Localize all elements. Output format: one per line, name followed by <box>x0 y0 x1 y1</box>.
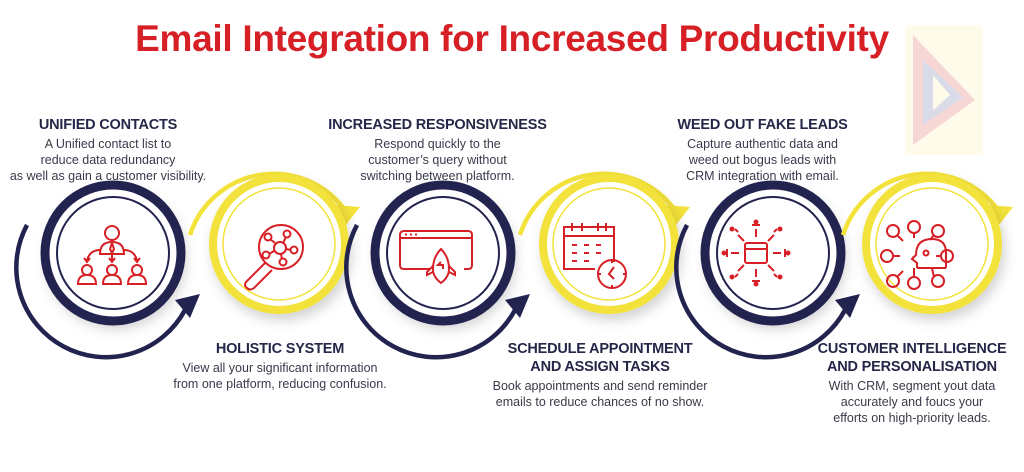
step-description: Book appointments and send reminder emai… <box>470 378 730 410</box>
page-title: Email Integration for Increased Producti… <box>135 18 889 59</box>
step-heading: UNIFIED CONTACTS <box>38 117 178 133</box>
step-increased-responsiveness: INCREASED RESPONSIVENESS Respond quickly… <box>305 116 570 184</box>
step-heading: SCHEDULE APPOINTMENT AND ASSIGN TASKS <box>470 340 730 376</box>
step-heading: HOLISTIC SYSTEM <box>215 341 345 357</box>
step-3-ring <box>344 180 530 360</box>
description-line: switching between platform. <box>360 169 515 183</box>
heading-line: CUSTOMER INTELLIGENCE <box>817 341 1007 357</box>
head-network-icon <box>880 220 954 290</box>
description-line: as well as gain a customer visibility. <box>9 169 207 183</box>
brand-logo-icon <box>905 25 983 155</box>
magnifier-network-icon <box>244 224 304 291</box>
description-line: customer’s query without <box>368 153 507 167</box>
step-schedule-appointment: SCHEDULE APPOINTMENT AND ASSIGN TASKS Bo… <box>470 340 730 410</box>
step-customer-intelligence: CUSTOMER INTELLIGENCE AND PERSONALISATIO… <box>800 340 1024 426</box>
description-line: Respond quickly to the <box>374 137 501 151</box>
step-heading: CUSTOMER INTELLIGENCE AND PERSONALISATIO… <box>800 340 1024 376</box>
step-description: A Unified contact list to reduce data re… <box>0 136 216 184</box>
step-weed-out-fake-leads: WEED OUT FAKE LEADS Capture authentic da… <box>630 116 895 184</box>
calendar-clock-icon <box>563 223 627 289</box>
step-4-ring <box>517 171 690 314</box>
description-line: emails to reduce chances of no show. <box>495 395 705 409</box>
description-line: View all your significant information <box>182 361 378 375</box>
step-description: View all your significant information fr… <box>150 360 410 392</box>
description-line: efforts on high-priority leads. <box>833 411 991 425</box>
step-5-ring <box>674 180 860 360</box>
window-distribution-icon <box>721 219 791 287</box>
step-1-ring <box>14 180 200 360</box>
hierarchy-people-icon <box>76 225 148 285</box>
description-line: Book appointments and send reminder <box>492 379 708 393</box>
heading-line: AND ASSIGN TASKS <box>530 359 670 375</box>
description-line: reduce data redundancy <box>40 153 176 167</box>
browser-rocket-icon <box>399 230 473 285</box>
step-2-ring <box>187 171 360 314</box>
step-heading: WEED OUT FAKE LEADS <box>677 117 848 133</box>
description-line: accurately and foucs your <box>840 395 984 409</box>
step-unified-contacts: UNIFIED CONTACTS A Unified contact list … <box>0 116 216 184</box>
heading-line: SCHEDULE APPOINTMENT <box>507 341 693 357</box>
step-heading: INCREASED RESPONSIVENESS <box>328 117 547 133</box>
description-line: A Unified contact list to <box>44 137 172 151</box>
heading-line: AND PERSONALISATION <box>827 359 997 375</box>
description-line: With CRM, segment yout data <box>828 379 996 393</box>
description-line: from one platform, reducing confusion. <box>173 377 387 391</box>
step-description: Capture authentic data and weed out bogu… <box>630 136 895 184</box>
description-line: CRM integration with email. <box>686 169 839 183</box>
description-line: weed out bogus leads with <box>688 153 837 167</box>
step-description: With CRM, segment yout data accurately a… <box>800 378 1024 426</box>
description-line: Capture authentic data and <box>687 137 838 151</box>
step-6-ring <box>840 171 1013 314</box>
step-holistic-system: HOLISTIC SYSTEM View all your significan… <box>150 340 410 392</box>
step-description: Respond quickly to the customer’s query … <box>305 136 570 184</box>
